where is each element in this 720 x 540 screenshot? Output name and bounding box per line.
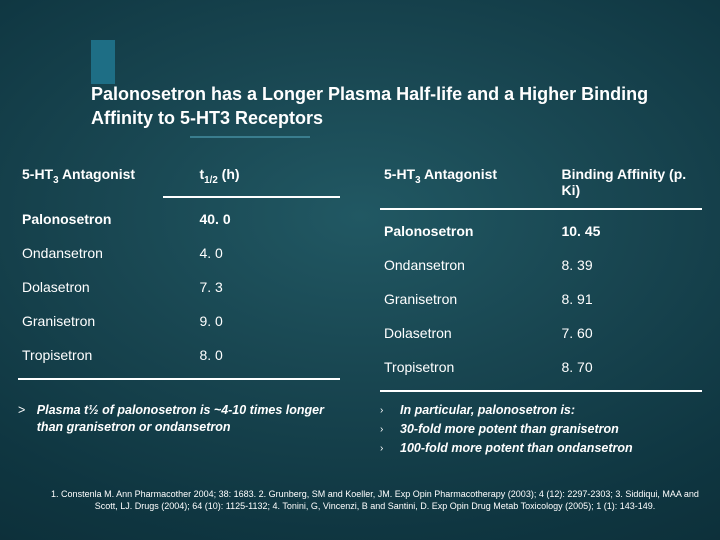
drug-value: 9. 0 <box>199 313 336 329</box>
table-row: Ondansetron 8. 39 <box>380 248 702 282</box>
drug-name: Palonosetron <box>22 211 199 227</box>
drug-name: Granisetron <box>22 313 199 329</box>
table-row: Dolasetron 7. 3 <box>18 270 340 304</box>
header-rule <box>380 208 702 210</box>
half-life-table: 5-HT3 Antagonist t1/2 (h) Palonosetron 4… <box>18 160 340 392</box>
drug-name: Palonosetron <box>384 223 561 239</box>
table-row: Ondansetron 4. 0 <box>18 236 340 270</box>
table-row: Tropisetron 8. 0 <box>18 338 340 372</box>
slide-title: Palonosetron has a Longer Plasma Half-li… <box>91 82 700 131</box>
tables-container: 5-HT3 Antagonist t1/2 (h) Palonosetron 4… <box>18 160 702 392</box>
col-header-halflife: t1/2 (h) <box>199 166 336 186</box>
table-header: 5-HT3 Antagonist Binding Affinity (p. Ki… <box>380 160 702 208</box>
title-underline <box>190 136 310 138</box>
drug-value: 4. 0 <box>199 245 336 261</box>
col-header-affinity: Binding Affinity (p. Ki) <box>561 166 698 198</box>
table-row: Tropisetron 8. 70 <box>380 350 702 384</box>
footer-rule <box>18 378 340 380</box>
chevron-icon: > <box>18 402 27 436</box>
table-header: 5-HT3 Antagonist t1/2 (h) <box>18 160 340 196</box>
col-header-antagonist: 5-HT3 Antagonist <box>22 166 199 186</box>
note-text: In particular, palonosetron is: <box>400 402 575 419</box>
footer-rule <box>380 390 702 392</box>
drug-value: 7. 3 <box>199 279 336 295</box>
drug-value: 7. 60 <box>561 325 698 341</box>
table-row: Palonosetron 40. 0 <box>18 202 340 236</box>
bullet-icon: › <box>380 402 390 419</box>
note-left: > Plasma t½ of palonosetron is ~4-10 tim… <box>18 402 340 459</box>
drug-value: 8. 70 <box>561 359 698 375</box>
drug-name: Tropisetron <box>22 347 199 363</box>
drug-value: 40. 0 <box>199 211 336 227</box>
drug-value: 8. 39 <box>561 257 698 273</box>
note-text: Plasma t½ of palonosetron is ~4-10 times… <box>37 402 340 436</box>
note-text: 30-fold more potent than granisetron <box>400 421 619 438</box>
drug-value: 8. 91 <box>561 291 698 307</box>
table-row: Granisetron 9. 0 <box>18 304 340 338</box>
table-row: Palonosetron 10. 45 <box>380 214 702 248</box>
drug-name: Granisetron <box>384 291 561 307</box>
bullet-icon: › <box>380 440 390 457</box>
drug-value: 8. 0 <box>199 347 336 363</box>
drug-value: 10. 45 <box>561 223 698 239</box>
drug-name: Ondansetron <box>22 245 199 261</box>
note-right: › In particular, palonosetron is: › 30-f… <box>380 402 702 459</box>
drug-name: Ondansetron <box>384 257 561 273</box>
binding-affinity-table: 5-HT3 Antagonist Binding Affinity (p. Ki… <box>380 160 702 392</box>
references: 1. Constenla M. Ann Pharmacother 2004; 3… <box>40 488 710 512</box>
note-text: 100-fold more potent than ondansetron <box>400 440 633 457</box>
notes-container: > Plasma t½ of palonosetron is ~4-10 tim… <box>18 402 702 459</box>
table-row: Dolasetron 7. 60 <box>380 316 702 350</box>
drug-name: Dolasetron <box>384 325 561 341</box>
col-header-antagonist: 5-HT3 Antagonist <box>384 166 561 198</box>
bullet-icon: › <box>380 421 390 438</box>
drug-name: Tropisetron <box>384 359 561 375</box>
accent-block <box>91 40 115 84</box>
table-row: Granisetron 8. 91 <box>380 282 702 316</box>
drug-name: Dolasetron <box>22 279 199 295</box>
header-rule <box>163 196 340 198</box>
